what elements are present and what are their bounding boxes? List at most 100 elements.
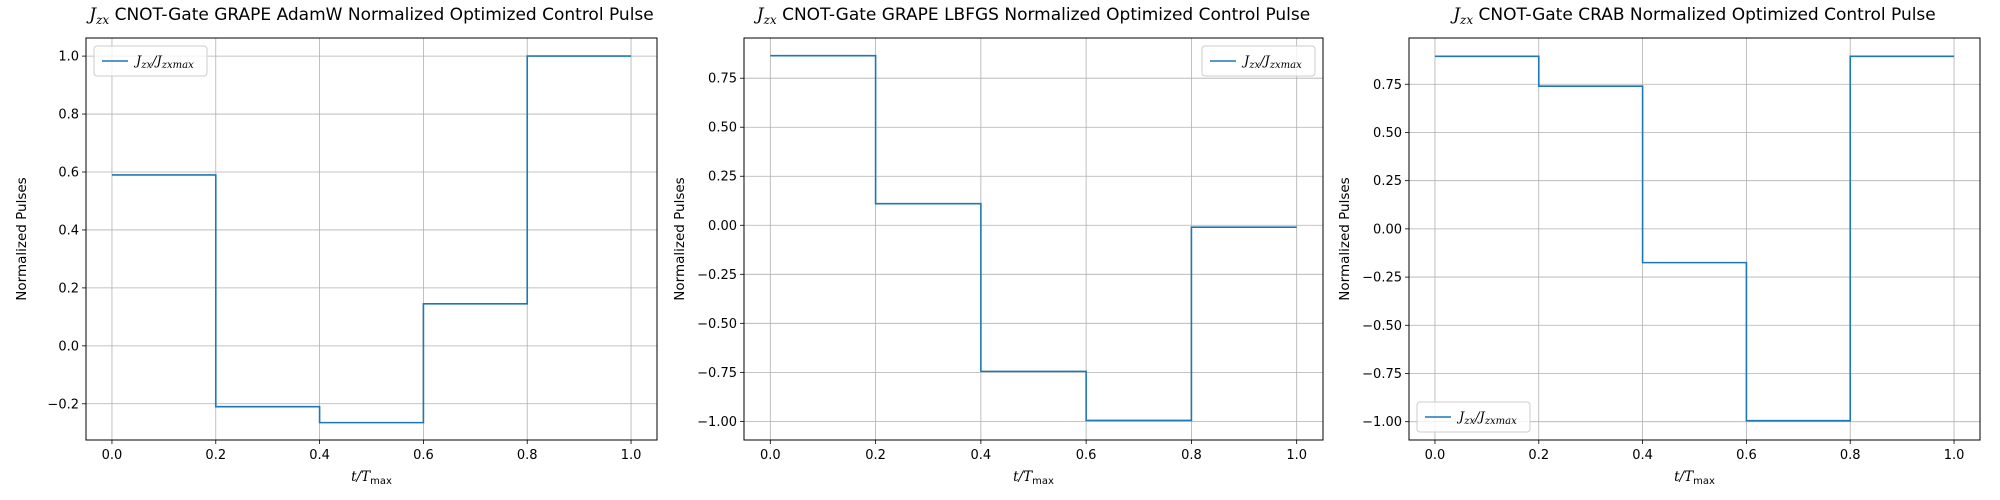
y-tick-label-4: 0.00 xyxy=(708,219,737,234)
x-tick-label-4: 0.8 xyxy=(1840,448,1861,463)
title-text: CNOT-Gate CRAB Normalized Optimized Cont… xyxy=(1473,5,1936,25)
y-tick-label-6: 1.0 xyxy=(58,50,79,65)
legend-box xyxy=(1416,401,1531,433)
series-line-0 xyxy=(1434,55,1955,422)
x-axis-label-text: t/T xyxy=(351,469,371,485)
series-layer xyxy=(111,55,632,424)
x-axis-ticks: 0.0 0.2 0.4 0.6 0.8 1.0 xyxy=(102,440,642,463)
title-math-subscript: zx xyxy=(763,13,777,27)
x-tick-label-1: 0.2 xyxy=(865,448,886,463)
legend-subscript: zx xyxy=(1463,416,1475,427)
y-tick-label-2: −0.50 xyxy=(697,317,737,332)
y-tick-label-0: −1.00 xyxy=(697,415,737,430)
x-axis-ticks: 0.0 0.2 0.4 0.6 0.8 1.0 xyxy=(760,440,1307,463)
y-axis-ticks: −1.00 −0.75 −0.50 −0.25 0.00 0.25 0.50 0.75 xyxy=(1362,78,1409,430)
chart-panel-adamw: Jzx CNOT-Gate GRAPE AdamW Normalized Opt… xyxy=(14,5,658,487)
y-axis-label: Normalized Pulses xyxy=(672,177,688,300)
x-tick-label-4: 0.8 xyxy=(517,448,538,463)
y-tick-label-3: −0.25 xyxy=(1362,271,1402,286)
title-math-symbol: J xyxy=(86,5,97,25)
x-tick-label-2: 0.4 xyxy=(309,448,330,463)
x-tick-label-1: 0.2 xyxy=(205,448,226,463)
x-axis-label-subscript: max xyxy=(370,476,392,487)
chart-panel-crab: Jzx CNOT-Gate CRAB Normalized Optimized … xyxy=(1337,5,1981,487)
y-tick-label-7: 0.75 xyxy=(1373,78,1402,93)
grid xyxy=(86,38,657,440)
title-text: CNOT-Gate GRAPE AdamW Normalized Optimiz… xyxy=(109,5,654,25)
legend-subscript-max: zxmax xyxy=(161,60,194,71)
y-tick-label-5: 0.25 xyxy=(708,170,737,185)
x-axis-label: t/Tmax xyxy=(1674,469,1715,487)
y-tick-label-4: 0.6 xyxy=(58,166,79,181)
x-tick-label-0: 0.0 xyxy=(1425,448,1446,463)
y-tick-label-6: 0.50 xyxy=(1373,126,1402,141)
y-tick-label-0: −0.2 xyxy=(47,397,79,412)
x-tick-label-0: 0.0 xyxy=(760,448,781,463)
x-axis-label-subscript: max xyxy=(1693,476,1715,487)
plot-area-frame xyxy=(743,37,1324,441)
title-math-subscript: zx xyxy=(95,13,109,27)
grid xyxy=(1409,38,1980,440)
legend-divider: /J xyxy=(1258,54,1270,69)
x-tick-label-0: 0.0 xyxy=(102,448,123,463)
x-axis-label: t/Tmax xyxy=(1013,469,1054,487)
y-tick-label-1: −0.75 xyxy=(1362,367,1402,382)
plot-area-frame xyxy=(85,37,658,441)
y-tick-label-2: −0.50 xyxy=(1362,319,1402,334)
legend-symbol: J xyxy=(133,54,142,69)
y-tick-label-5: 0.8 xyxy=(58,108,79,123)
x-tick-label-2: 0.4 xyxy=(971,448,992,463)
legend-symbol: J xyxy=(1456,410,1465,425)
y-tick-label-7: 0.75 xyxy=(708,72,737,87)
y-tick-label-0: −1.00 xyxy=(1362,415,1402,430)
x-axis-label-subscript: max xyxy=(1032,476,1054,487)
y-tick-label-3: 0.4 xyxy=(58,223,79,238)
chart-panel-lbfgs: Jzx CNOT-Gate GRAPE LBFGS Normalized Opt… xyxy=(672,5,1324,487)
x-axis-label-text: t/T xyxy=(1674,469,1694,485)
legend-box xyxy=(1201,45,1316,77)
chart-title: Jzx CNOT-Gate GRAPE AdamW Normalized Opt… xyxy=(86,5,653,27)
y-tick-label-2: 0.2 xyxy=(58,281,79,296)
x-tick-label-2: 0.4 xyxy=(1632,448,1653,463)
y-tick-label-3: −0.25 xyxy=(697,268,737,283)
x-tick-label-3: 0.6 xyxy=(1076,448,1097,463)
title-math-subscript: zx xyxy=(1459,13,1473,27)
legend-entry: Jzx/Jzxmax xyxy=(1456,410,1517,427)
x-axis-ticks: 0.0 0.2 0.4 0.6 0.8 1.0 xyxy=(1425,440,1965,463)
title-math-symbol: J xyxy=(1450,5,1461,25)
series-layer xyxy=(1434,55,1955,422)
grid xyxy=(744,38,1323,440)
x-tick-label-3: 0.6 xyxy=(1736,448,1757,463)
y-tick-label-4: 0.00 xyxy=(1373,222,1402,237)
title-text: CNOT-Gate GRAPE LBFGS Normalized Optimiz… xyxy=(777,5,1311,25)
x-tick-label-1: 0.2 xyxy=(1528,448,1549,463)
x-tick-label-4: 0.8 xyxy=(1181,448,1202,463)
y-axis-label: Normalized Pulses xyxy=(1337,177,1353,300)
x-tick-label-5: 1.0 xyxy=(621,448,642,463)
x-axis-label-text: t/T xyxy=(1013,469,1033,485)
legend-subscript-max: zxmax xyxy=(1484,416,1517,427)
x-axis-label: t/Tmax xyxy=(351,469,392,487)
x-tick-label-3: 0.6 xyxy=(413,448,434,463)
y-axis-label: Normalized Pulses xyxy=(14,177,30,300)
legend-subscript: zx xyxy=(1248,60,1260,71)
title-math-symbol: J xyxy=(754,5,765,25)
legend-entry: Jzx/Jzxmax xyxy=(133,54,194,71)
y-tick-label-1: −0.75 xyxy=(697,366,737,381)
series-line-0 xyxy=(111,55,632,424)
series-layer xyxy=(770,54,1297,422)
x-tick-label-5: 1.0 xyxy=(1944,448,1965,463)
legend-entry: Jzx/Jzxmax xyxy=(1241,54,1302,71)
y-tick-label-1: 0.0 xyxy=(58,339,79,354)
legend-subscript-max: zxmax xyxy=(1269,60,1302,71)
legend-symbol: J xyxy=(1241,54,1250,69)
chart-title: Jzx CNOT-Gate GRAPE LBFGS Normalized Opt… xyxy=(754,5,1310,27)
y-axis-ticks: −1.00 −0.75 −0.50 −0.25 0.00 0.25 0.50 0.75 xyxy=(697,72,744,430)
chart-title: Jzx CNOT-Gate CRAB Normalized Optimized … xyxy=(1450,5,1936,27)
y-axis-ticks: −0.2 0.0 0.2 0.4 0.6 0.8 1.0 xyxy=(47,50,86,412)
legend-box xyxy=(93,45,208,77)
legend-subscript: zx xyxy=(140,60,152,71)
legend: Jzx/Jzxmax xyxy=(93,45,208,77)
legend: Jzx/Jzxmax xyxy=(1201,45,1316,77)
